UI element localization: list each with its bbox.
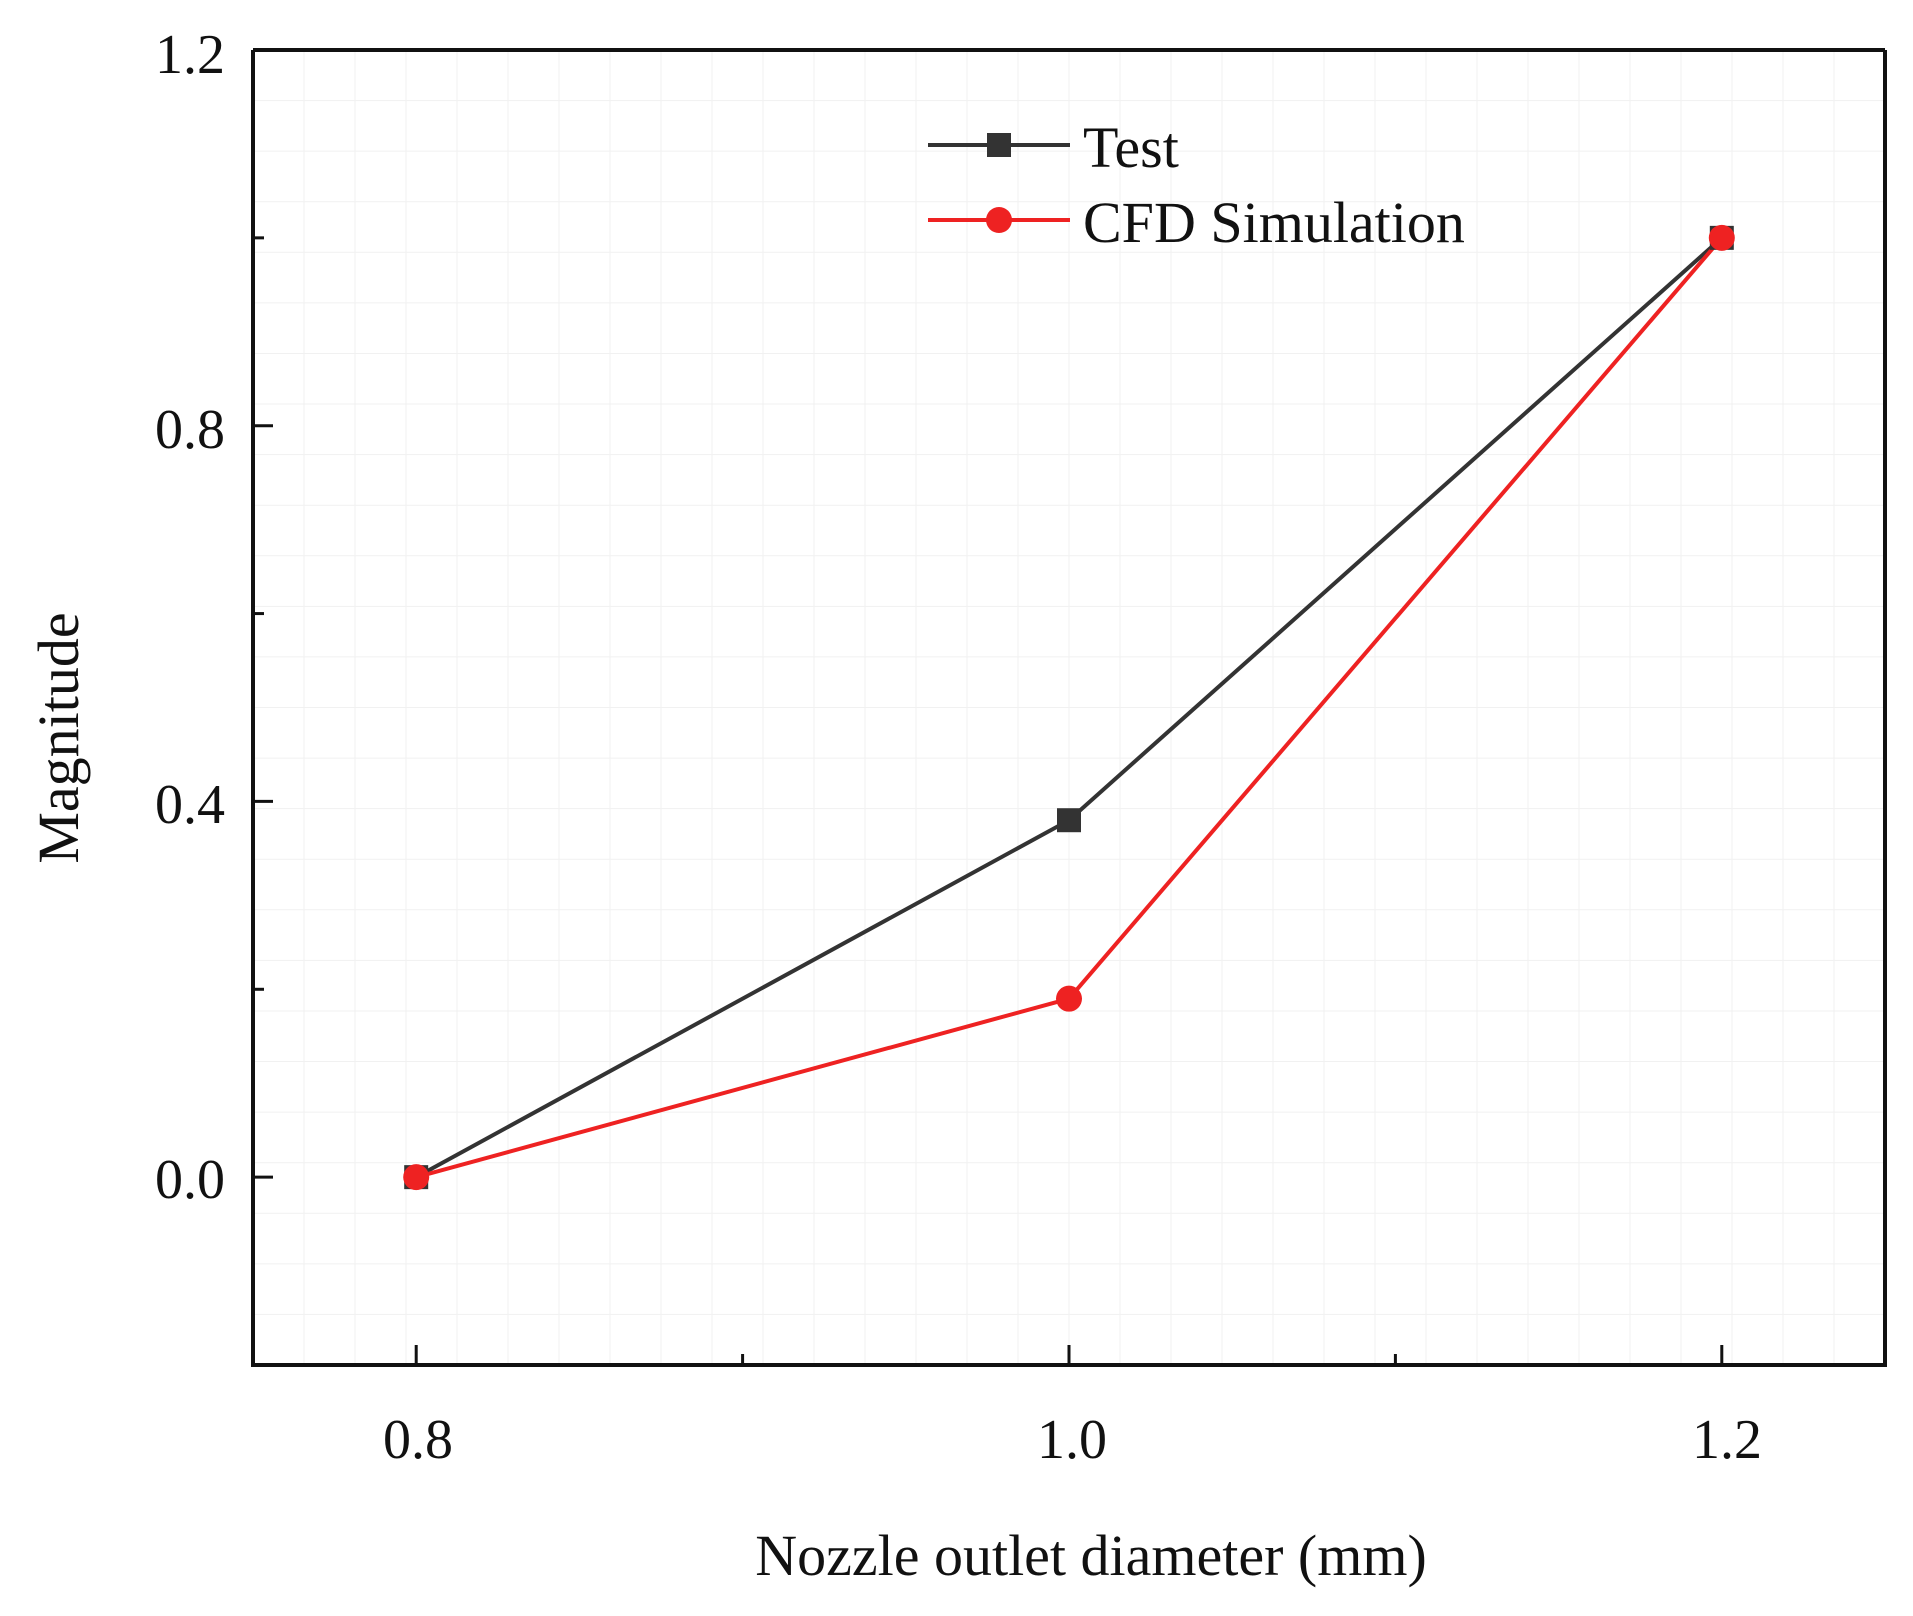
x-tick-label: 1.2 bbox=[1692, 1409, 1762, 1471]
legend: Test CFD Simulation bbox=[928, 115, 1465, 255]
y-tick-labels: 0.0 0.4 0.8 1.2 bbox=[155, 24, 225, 1211]
legend-marker-circle bbox=[986, 207, 1012, 233]
y-tick-label: 0.8 bbox=[155, 399, 225, 461]
x-tick-label: 1.0 bbox=[1037, 1409, 1107, 1471]
data-point-cfd bbox=[1708, 224, 1735, 251]
y-tick-label: 0.4 bbox=[155, 774, 225, 836]
data-point-test bbox=[1057, 808, 1081, 833]
legend-label-cfd: CFD Simulation bbox=[1083, 190, 1465, 255]
axes bbox=[251, 48, 1887, 1367]
data-point-cfd bbox=[403, 1164, 430, 1191]
y-tick-label: 1.2 bbox=[155, 24, 225, 86]
data-point-cfd bbox=[1056, 985, 1082, 1012]
grid-lines bbox=[252, 49, 1886, 1366]
legend-marker-square bbox=[987, 133, 1011, 157]
legend-label-test: Test bbox=[1083, 115, 1179, 180]
series-markers bbox=[403, 224, 1735, 1191]
y-tick-label: 0.0 bbox=[155, 1149, 225, 1211]
x-axis-title: Nozzle outlet diameter (mm) bbox=[755, 1523, 1427, 1588]
x-tick-labels: 0.8 1.0 1.2 bbox=[383, 1409, 1762, 1471]
y-axis-title: Magnitude bbox=[26, 612, 91, 863]
x-tick-label: 0.8 bbox=[383, 1409, 453, 1471]
